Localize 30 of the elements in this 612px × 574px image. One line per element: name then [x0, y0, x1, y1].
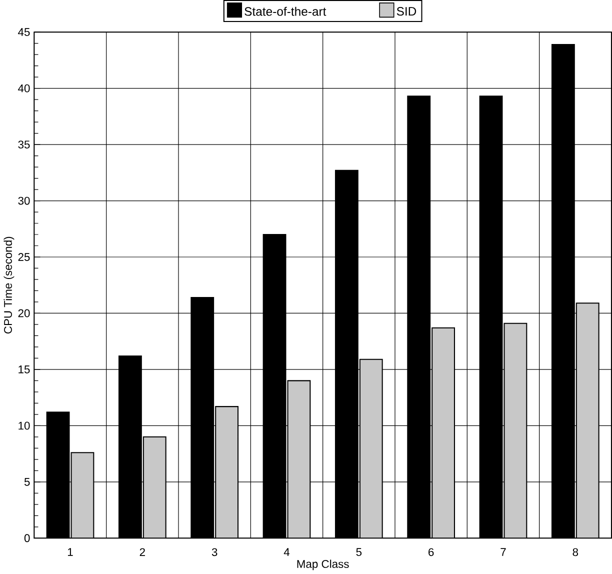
x-tick-label: 1	[68, 548, 73, 556]
y-tick-label: 35	[18, 140, 30, 149]
y-tick-label: 40	[18, 84, 30, 92]
x-tick-label: 4	[284, 548, 290, 556]
bar	[288, 380, 310, 538]
x-axis-title: Map Class	[297, 560, 349, 570]
y-axis-title: CPU Time (second)	[4, 236, 14, 334]
y-tick-label: 10	[18, 422, 30, 430]
x-tick-label: 8	[572, 548, 578, 556]
y-tick-label: 45	[18, 28, 30, 36]
y-tick-label: 15	[18, 366, 30, 374]
y-tick-label: 20	[18, 309, 30, 318]
bar	[432, 328, 454, 538]
x-tick-label: 6	[428, 548, 434, 556]
y-tick-label: 30	[18, 196, 30, 205]
bar	[360, 359, 382, 538]
bar	[216, 406, 238, 538]
legend-label: SID	[396, 7, 416, 16]
x-tick-label: 3	[212, 548, 218, 556]
y-tick-label: 5	[24, 478, 30, 486]
bar	[504, 323, 527, 538]
bar	[143, 436, 166, 538]
bar	[71, 452, 94, 538]
x-tick-label: 7	[500, 548, 506, 556]
y-tick-label: 25	[18, 253, 30, 262]
x-tick-label: 5	[356, 548, 362, 556]
bar	[576, 302, 600, 538]
x-tick-label: 2	[140, 548, 145, 556]
legend-label: State-of-the-art	[244, 6, 326, 16]
y-tick-label: 0	[24, 534, 30, 542]
